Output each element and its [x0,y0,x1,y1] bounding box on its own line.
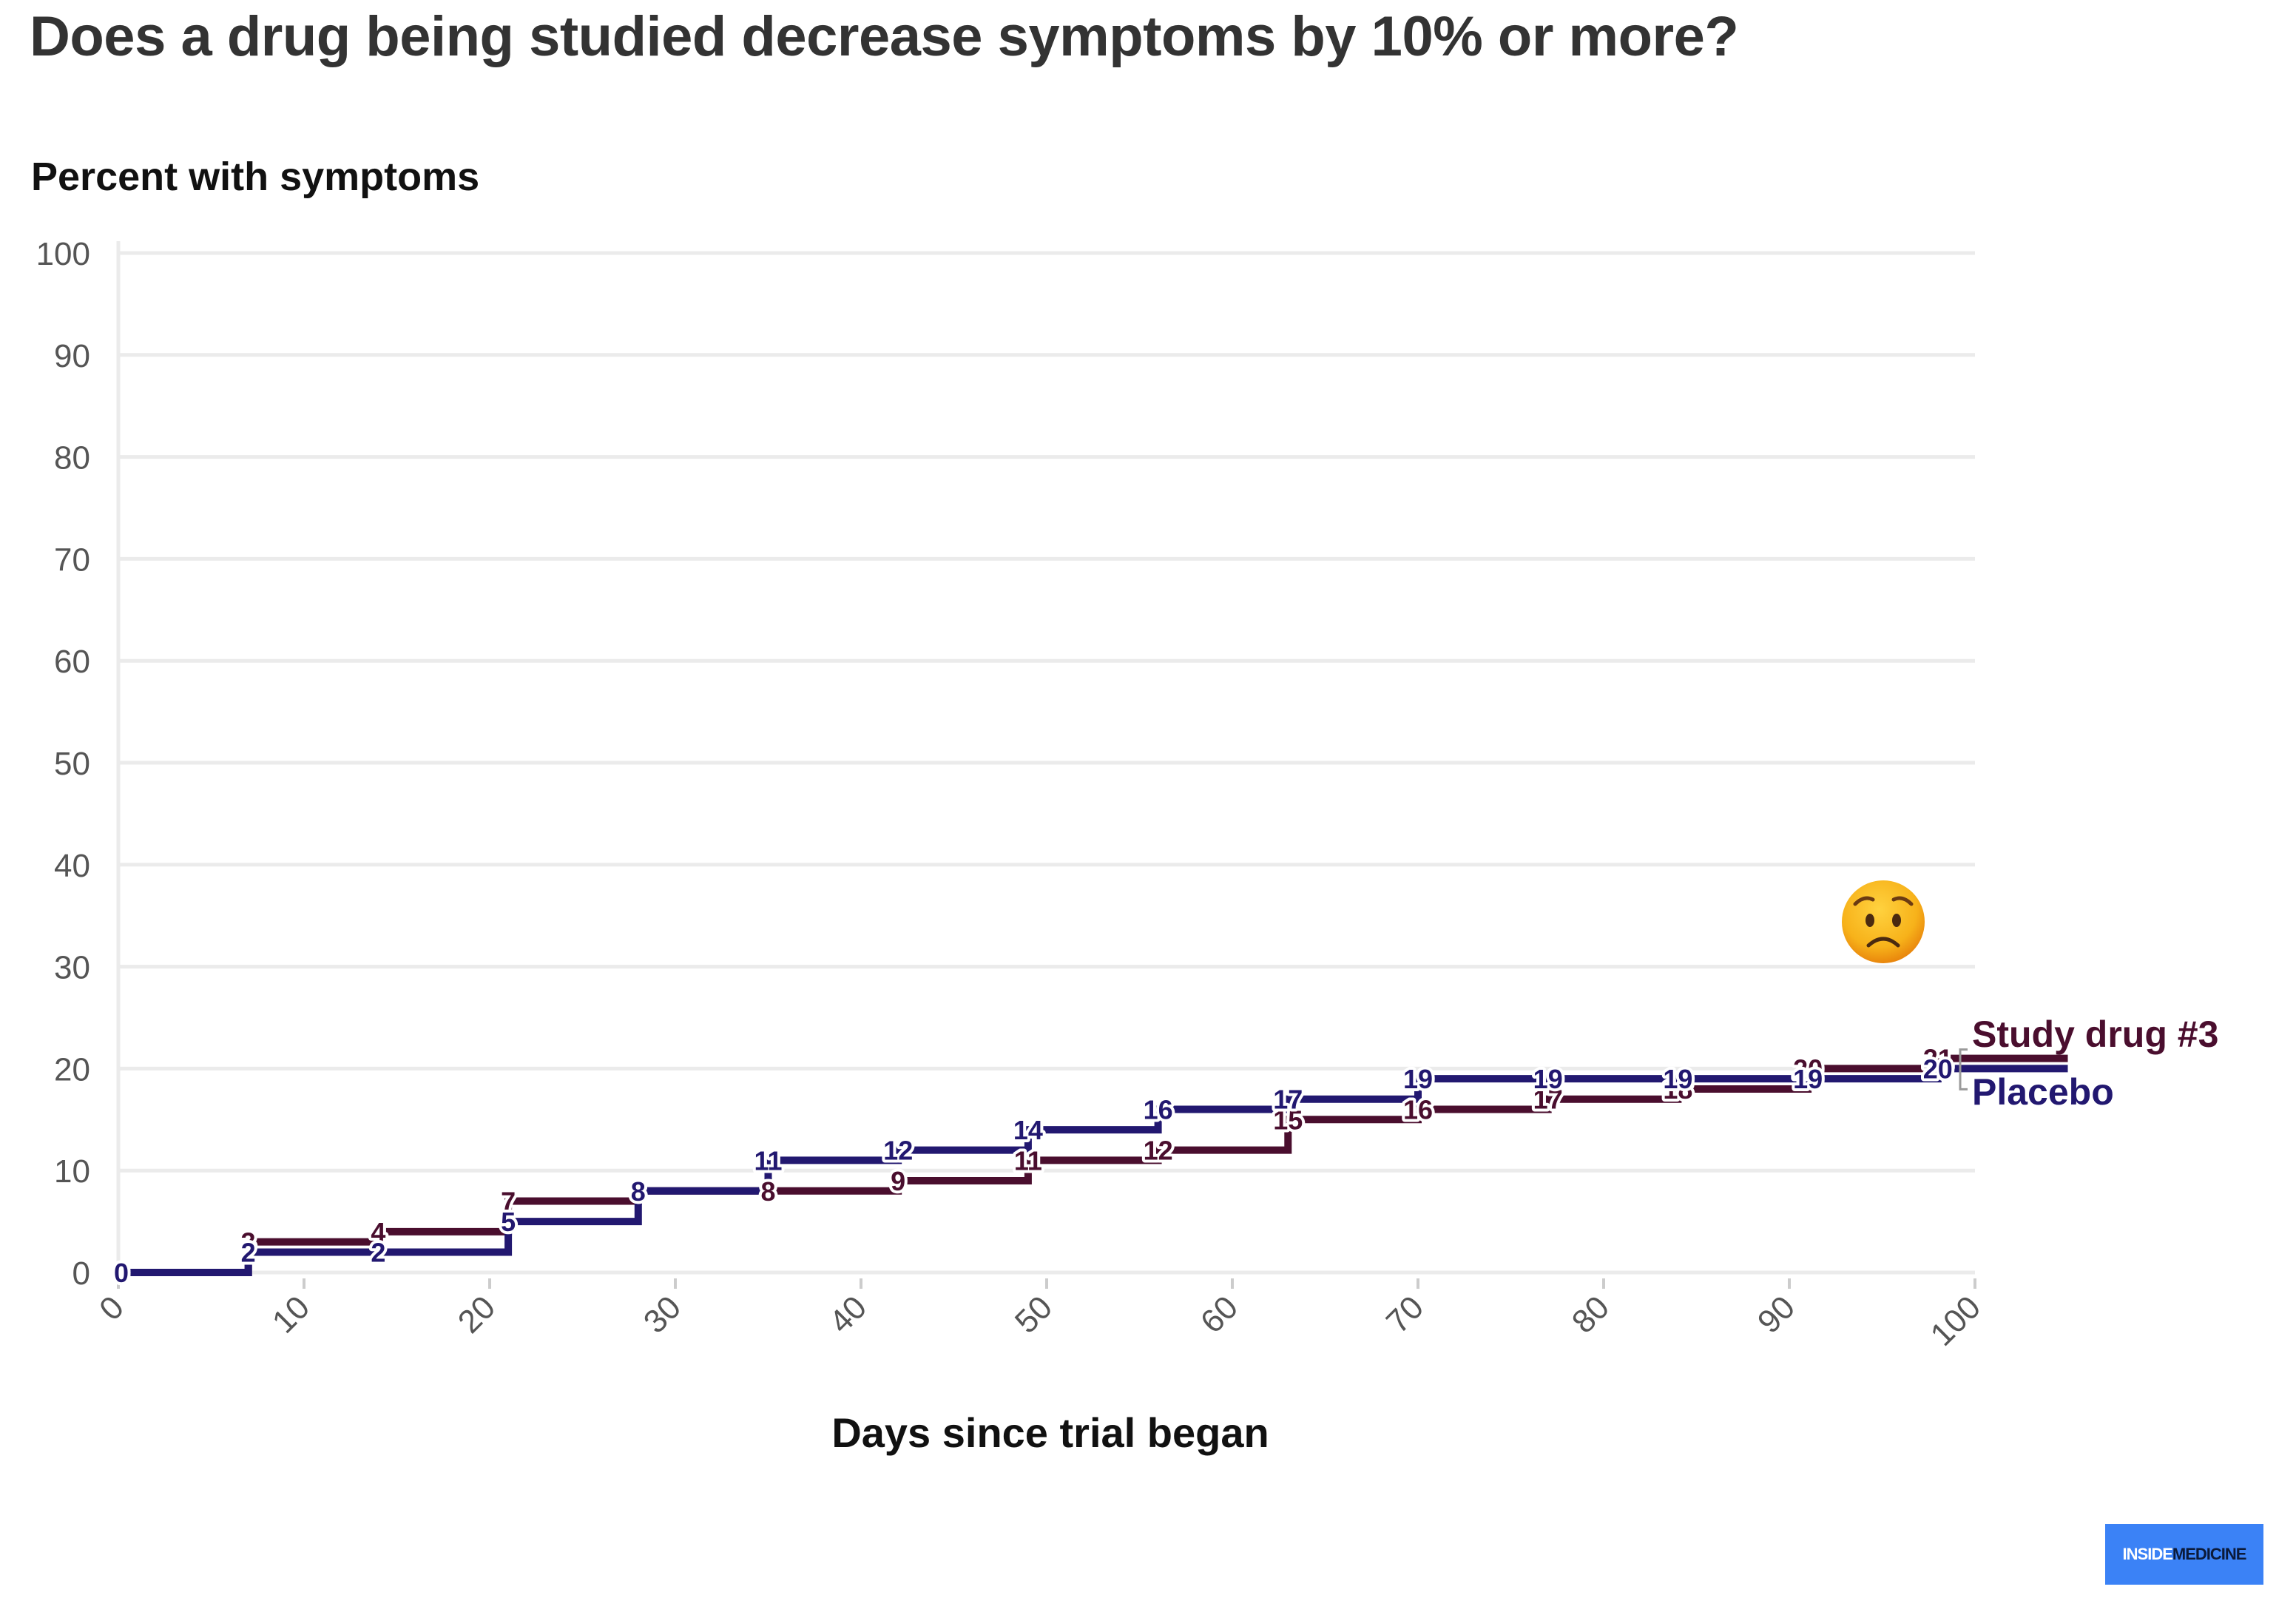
y-tick-label-70: 70 [54,542,90,578]
data-label-placebo-4: 8 [631,1176,646,1207]
data-label-placebo-11: 19 [1533,1064,1563,1094]
worried-face-icon [1842,880,1925,963]
x-tick-label-20: 20 [451,1289,502,1340]
y-tick-labels: 0 10 20 30 40 50 60 70 80 90 100 [36,236,90,1292]
x-tick-label-30: 30 [637,1289,688,1340]
emoji-mouth [1866,937,1900,948]
logo-text-inside: INSIDE [2122,1545,2173,1563]
emoji-eye-right [1892,914,1901,927]
y-tick-label-100: 100 [36,236,90,272]
emoji-brow-right [1891,896,1914,906]
data-label-placebo-1: 2 [241,1237,256,1267]
data-label-placebo-3: 5 [501,1207,516,1237]
x-tick-label-90: 90 [1751,1289,1802,1340]
logo-text-medicine: MEDICINE [2172,1545,2247,1563]
emoji-face [1842,880,1925,963]
x-tick-label-80: 80 [1565,1289,1616,1340]
x-tick-label-70: 70 [1380,1289,1431,1340]
x-tick-label-40: 40 [823,1289,874,1340]
legend-placebo: Placebo [1972,1071,2114,1113]
x-tick-labels: 0 10 20 30 40 50 60 70 80 90 100 [92,1289,1988,1353]
x-tick-label-10: 10 [266,1289,317,1340]
grid-lines [116,241,1976,1289]
data-label-study-drug-10: 16 [1403,1095,1433,1125]
x-tick-label-60: 60 [1194,1289,1245,1340]
emoji-brow-left [1853,896,1875,906]
data-label-study-drug-13: 20 [1793,1053,1823,1084]
x-tick-label-50: 50 [1008,1289,1059,1340]
data-label-study-drug-1: 3 [241,1227,256,1258]
series-legend: Study drug #3 Placebo [1842,880,2218,1113]
y-tick-label-80: 80 [54,440,90,476]
y-tick-label-0: 0 [72,1255,90,1292]
data-label-placebo-0: 0 [114,1258,129,1288]
series-line-placebo [118,1065,2068,1276]
y-tick-label-90: 90 [54,338,90,374]
data-label-study-drug-3: 7 [501,1187,516,1217]
x-tick-label-0: 0 [92,1289,131,1327]
inside-medicine-logo[interactable]: INSIDE MEDICINE [2105,1524,2263,1585]
series-lines [118,1054,2068,1276]
data-label-placebo-6: 12 [883,1136,913,1166]
y-axis-label: Percent with symptoms [31,155,480,199]
data-label-study-drug-6: 9 [891,1166,905,1196]
data-label-placebo-7: 14 [1013,1115,1043,1145]
y-tick-label-10: 10 [54,1153,90,1190]
data-label-study-drug-7: 11 [1014,1145,1042,1176]
y-tick-label-40: 40 [54,848,90,884]
data-label-study-drug-11: 17 [1533,1085,1563,1115]
data-label-study-drug-5: 8 [760,1176,775,1207]
data-label-placebo-5: 11 [754,1145,782,1176]
data-label-study-drug-8: 12 [1144,1136,1173,1166]
x-tick-label-100: 100 [1924,1289,1988,1353]
data-label-placebo-12: 19 [1663,1064,1692,1094]
chart-title: Does a drug being studied decrease sympt… [30,5,1739,68]
data-label-study-drug-12: 18 [1663,1074,1692,1105]
data-label-study-drug-4: 8 [631,1176,646,1207]
data-label-placebo-10: 19 [1403,1064,1433,1094]
legend-bracket [1959,1048,1968,1090]
y-tick-label-30: 30 [54,950,90,986]
data-label-study-drug-14: 21 [1923,1044,1953,1074]
data-label-study-drug-9: 15 [1273,1105,1303,1135]
data-label-placebo-8: 16 [1144,1095,1173,1125]
series-line-study-drug [118,1054,2068,1276]
y-tick-label-20: 20 [54,1051,90,1088]
data-label-placebo-2: 2 [371,1237,385,1267]
data-label-placebo-13: 19 [1793,1064,1823,1094]
data-label-study-drug-0: 0 [114,1258,129,1288]
x-axis-label: Days since trial began [831,1409,1269,1456]
y-tick-label-50: 50 [54,746,90,782]
data-label-placebo-9: 17 [1273,1085,1303,1115]
emoji-eye-left [1866,914,1874,927]
y-tick-label-60: 60 [54,644,90,680]
data-label-placebo-14: 20 [1923,1053,1953,1084]
legend-study-drug: Study drug #3 [1972,1014,2218,1055]
data-label-study-drug-2: 4 [371,1217,385,1247]
